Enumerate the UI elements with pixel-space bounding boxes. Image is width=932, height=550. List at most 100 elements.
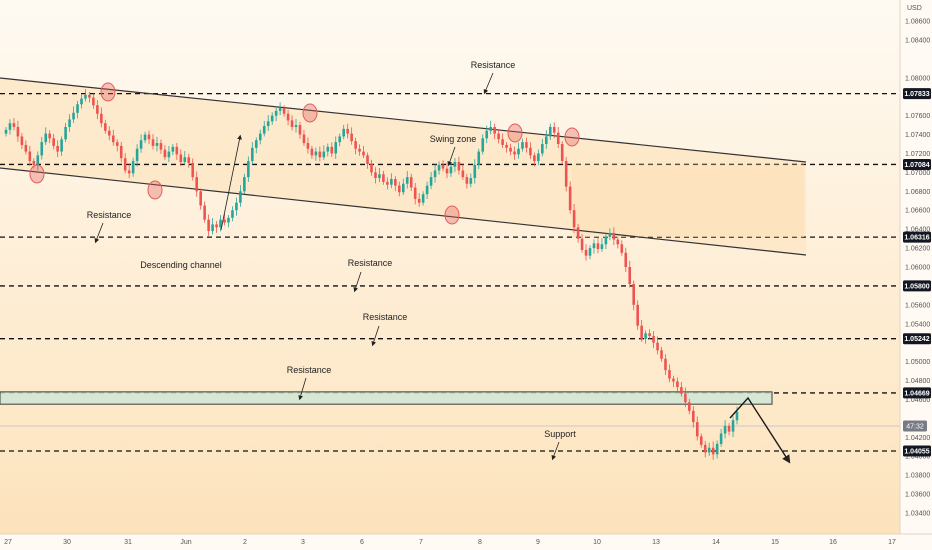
channel-upper-line[interactable] <box>0 77 807 163</box>
candle <box>572 203 576 233</box>
candle-body <box>688 402 691 411</box>
candle-body <box>88 94 91 98</box>
candle-body <box>588 248 592 256</box>
price-tick-label: 1.08000 <box>905 75 930 82</box>
candle-body <box>286 113 290 121</box>
candle-body <box>695 422 699 437</box>
candle-body <box>513 151 516 155</box>
candle <box>624 247 628 272</box>
candle <box>707 442 711 456</box>
candle <box>111 129 115 146</box>
resistance-zone[interactable] <box>0 391 773 405</box>
candle-body <box>568 186 572 211</box>
candle <box>521 138 524 152</box>
candle <box>362 145 365 159</box>
candle-body <box>453 161 457 167</box>
candle <box>270 112 274 125</box>
time-tick-label: Jun <box>180 539 191 546</box>
candle-body <box>449 166 453 174</box>
candle <box>290 115 294 131</box>
candle-body <box>278 108 282 111</box>
candle <box>107 126 111 141</box>
candle-body <box>425 185 429 195</box>
annotation-arrow <box>371 325 380 347</box>
candle <box>155 136 159 152</box>
candle-body <box>40 142 44 156</box>
candle <box>501 133 504 148</box>
candle-body <box>302 134 306 144</box>
candle-body <box>191 162 195 178</box>
price-level-badge <box>903 231 931 243</box>
candle <box>513 146 516 160</box>
candle-body <box>711 447 715 455</box>
candle-body <box>616 239 620 245</box>
candle <box>505 142 508 153</box>
candle-body <box>294 125 298 127</box>
candle-body <box>600 244 604 250</box>
price-tick-label: 1.06600 <box>905 208 930 215</box>
candle-body <box>199 191 202 206</box>
candle <box>52 133 55 150</box>
annotation-arrow <box>298 377 307 401</box>
time-tick-label: 6 <box>360 539 364 546</box>
candle-body <box>545 136 548 145</box>
candle-body <box>445 168 449 174</box>
candle <box>588 245 592 260</box>
candle-body <box>437 164 441 171</box>
candle <box>382 170 385 185</box>
candle <box>417 193 421 207</box>
candle-body <box>398 185 401 193</box>
candle <box>254 137 258 154</box>
candle <box>239 185 242 207</box>
candle-body <box>366 155 369 164</box>
candle-body <box>207 219 210 232</box>
candle-body <box>592 243 596 249</box>
candle-body <box>131 161 135 174</box>
candle <box>394 176 397 192</box>
candle <box>560 141 564 164</box>
candle-body <box>195 177 198 192</box>
channel-lower-line[interactable] <box>0 167 807 256</box>
candle <box>223 214 226 226</box>
candle <box>326 143 330 157</box>
future-zone-shade <box>572 164 804 238</box>
candle <box>338 133 342 147</box>
candle <box>409 173 413 192</box>
time-tick-label: 10 <box>593 539 601 546</box>
candle-body <box>608 232 612 237</box>
price-level-badge-text: 1.04669 <box>904 390 929 397</box>
candle-body <box>723 425 727 434</box>
candle-body <box>306 143 310 149</box>
candle-body <box>16 126 20 137</box>
candle-body <box>12 123 16 127</box>
candle <box>68 114 71 132</box>
candle <box>529 142 532 159</box>
candle <box>719 428 723 447</box>
price-level-badge-text: 1.05800 <box>904 283 929 290</box>
candle-body <box>266 121 270 127</box>
candle <box>604 233 608 250</box>
candle <box>207 214 210 236</box>
candle-body <box>219 219 222 228</box>
candle <box>8 119 12 135</box>
candle-body <box>473 164 477 179</box>
candle <box>723 420 727 439</box>
candle <box>568 181 572 214</box>
candle-body <box>270 115 274 122</box>
candle <box>123 153 127 174</box>
annotation-text: Resistance <box>87 210 132 220</box>
candle <box>691 406 695 428</box>
candle-body <box>151 139 155 146</box>
candle <box>548 123 552 140</box>
candle-body <box>104 123 107 131</box>
candle <box>179 149 183 167</box>
candle-body <box>4 129 8 134</box>
candle-body <box>668 370 671 379</box>
candle-body <box>96 105 99 114</box>
candle-body <box>401 183 405 193</box>
candle <box>489 120 492 135</box>
candle <box>421 191 425 206</box>
candle-body <box>417 198 421 203</box>
